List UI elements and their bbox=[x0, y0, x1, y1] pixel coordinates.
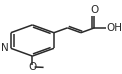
Text: OH: OH bbox=[107, 23, 122, 33]
Text: O: O bbox=[28, 62, 36, 72]
Text: O: O bbox=[90, 5, 98, 15]
Text: N: N bbox=[1, 43, 9, 53]
